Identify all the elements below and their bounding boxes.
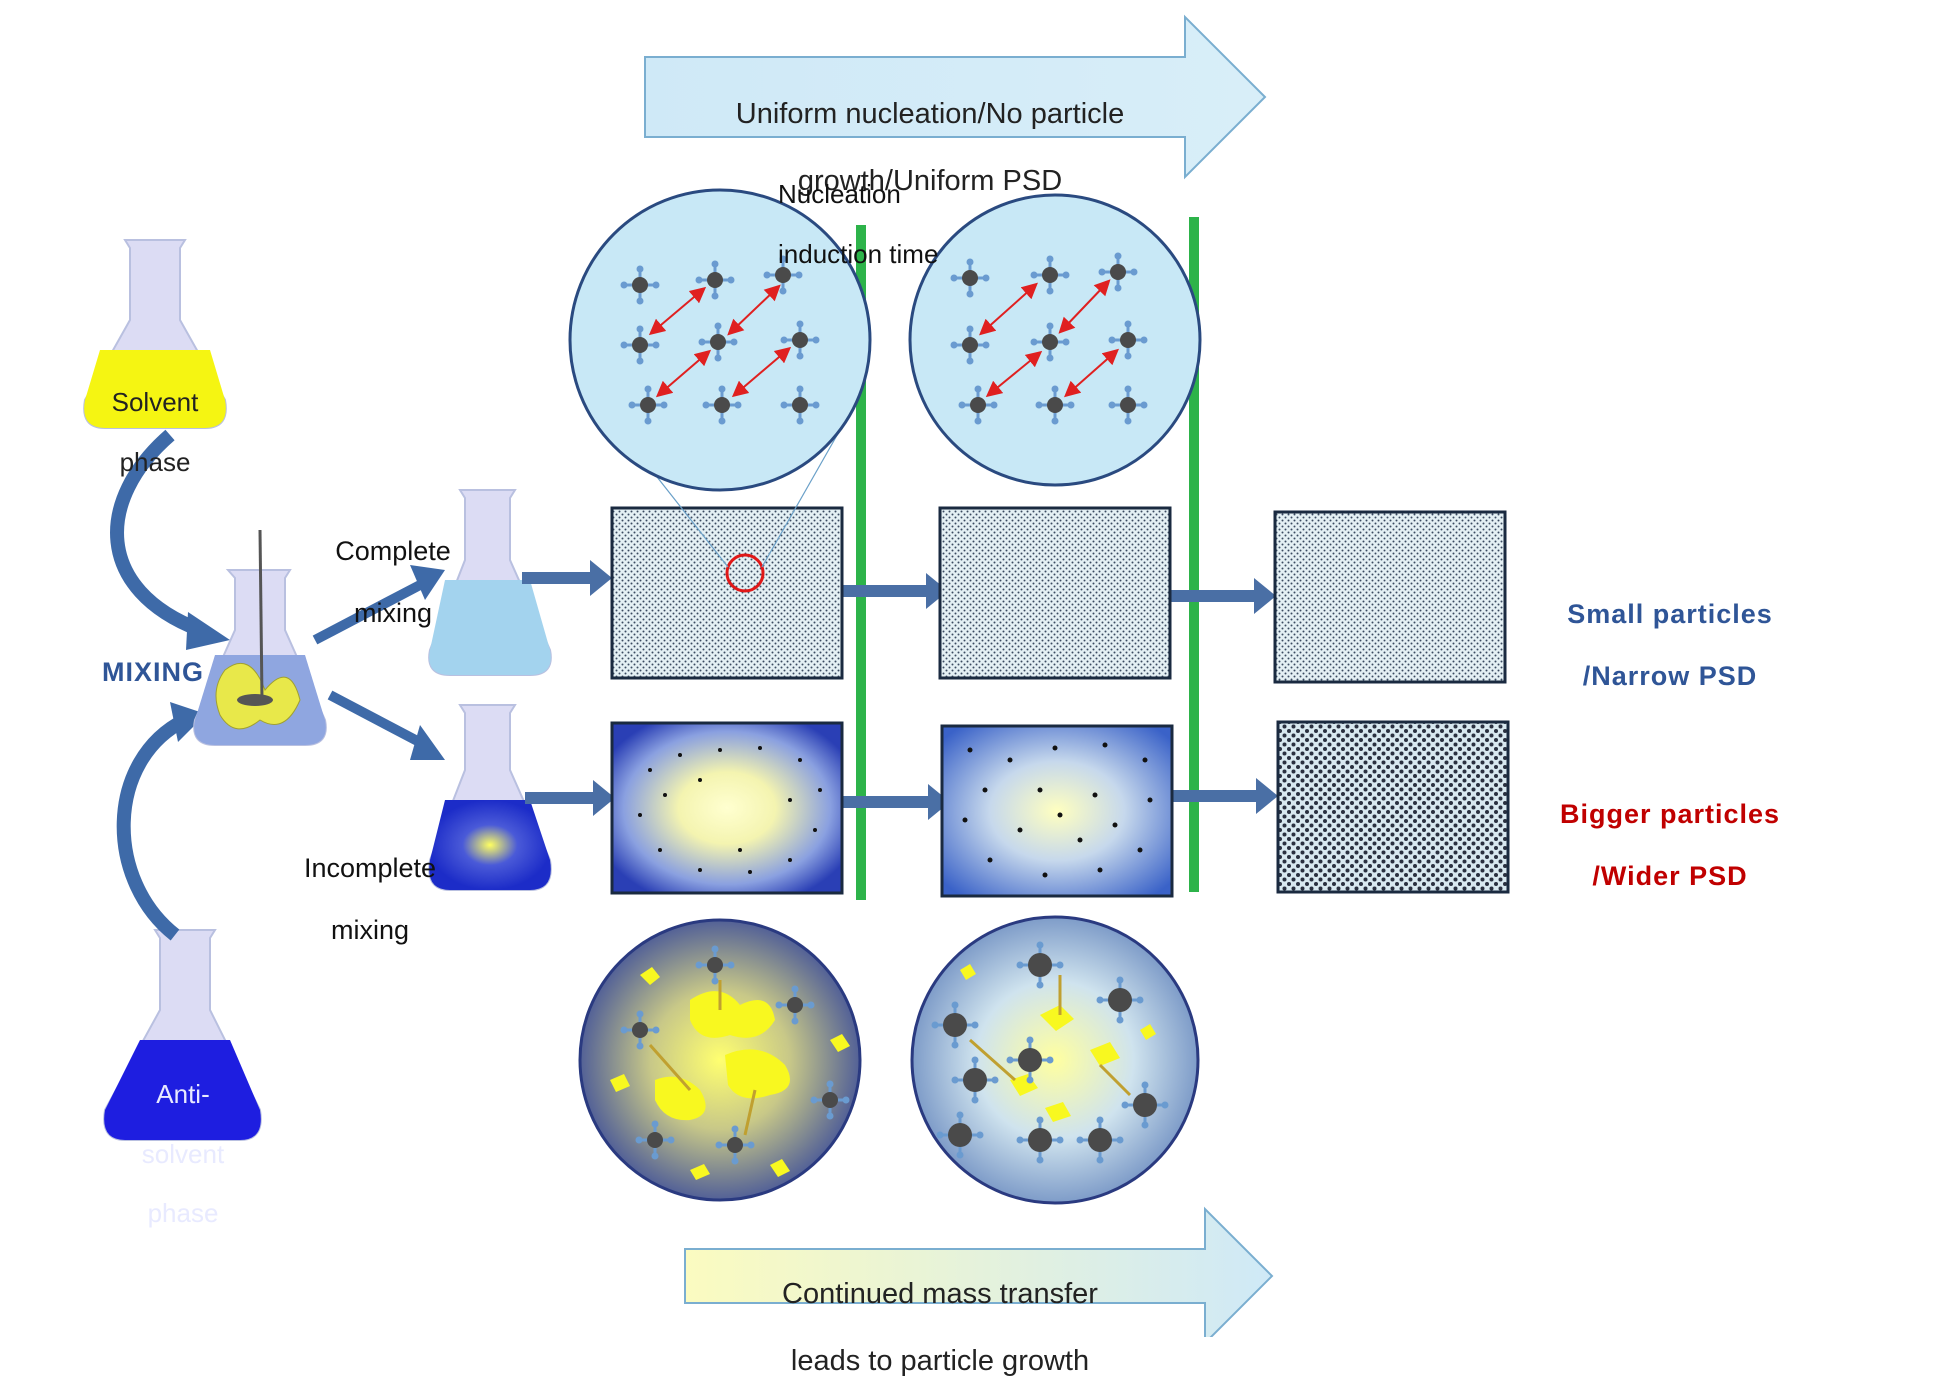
incomplete-line2: mixing: [330, 915, 410, 946]
antisolvent-line1: Anti-: [156, 1078, 210, 1109]
small-line1: Small particles: [1567, 599, 1773, 630]
top-arrow-text: Uniform nucleation/No particle growth/Un…: [690, 65, 1170, 198]
solvent-line2: phase: [119, 446, 191, 477]
bigger-line1: Bigger particles: [1559, 799, 1781, 830]
nucleation-induction-label: Nucleation induction time: [778, 150, 958, 270]
incomplete-mixing-label: Incomplete mixing: [290, 822, 450, 946]
diagram-canvas: [83, 14, 1510, 1337]
row-arrows-bottom: [525, 778, 1278, 820]
antisolvent-flask-label: Anti- solvent phase: [118, 1050, 248, 1229]
arrow-to-incomplete: [327, 690, 428, 750]
solvent-flask: [83, 239, 227, 429]
bottom-arrow-line2: leads to particle growth: [790, 1345, 1090, 1378]
small-particles-outcome: Small particles /Narrow PSD: [1530, 568, 1810, 692]
mixing-label: MIXING: [101, 657, 204, 687]
bottom-arrow-text: Continued mass transfer leads to particl…: [730, 1245, 1150, 1378]
bigger-line2: /Wider PSD: [1592, 861, 1748, 892]
nucleation-line1: Nucleation: [778, 178, 901, 209]
growth-circle-1: [578, 918, 862, 1202]
complete-line1: Complete: [335, 536, 451, 567]
bottom-arrow-line1: Continued mass transfer: [782, 1278, 1098, 1311]
nonuniform-box-1: [610, 721, 844, 895]
complete-mixing-flask: [428, 489, 552, 676]
small-line2: /Narrow PSD: [1582, 661, 1758, 692]
nonuniform-box-2: [940, 724, 1174, 898]
complete-mixing-label: Complete mixing: [318, 505, 468, 629]
growth-circle-2: [910, 915, 1200, 1205]
top-arrow-line2: growth/Uniform PSD: [797, 165, 1063, 198]
zoom-region-circle: [725, 553, 765, 593]
curve-arrow-solvent: [110, 429, 203, 637]
uniform-box-1: [610, 506, 844, 680]
solvent-flask-label: Solvent phase: [90, 358, 220, 478]
bigger-particles-outcome: Bigger particles /Wider PSD: [1530, 768, 1810, 892]
incomplete-line1: Incomplete: [303, 853, 437, 884]
antisolvent-line2: solvent: [141, 1138, 225, 1169]
incomplete-mixing-flask: [428, 704, 552, 891]
curve-arrow-antisolvent: [116, 713, 189, 941]
arrow-to-complete: [312, 580, 423, 645]
nonuniform-box-3: [1276, 720, 1510, 894]
uniform-box-2: [938, 506, 1172, 680]
mixing-flask: [193, 529, 327, 746]
bottom-process-arrow: [684, 1206, 1274, 1337]
complete-line2: mixing: [353, 598, 433, 629]
antisolvent-flask: [103, 929, 262, 1141]
curve-arrowhead-antisolvent: [170, 702, 206, 742]
zoom-circle-1: [568, 188, 872, 492]
curve-arrowhead-solvent: [186, 612, 230, 650]
induction-line-1: [856, 225, 866, 900]
uniform-box-3: [1273, 510, 1507, 684]
scattered-nuclei-2: [962, 742, 1153, 878]
nucleation-line2: induction time: [778, 238, 939, 269]
antisolvent-line3: phase: [147, 1198, 219, 1229]
zoom-circle-2: [908, 193, 1202, 487]
top-arrow-line1: Uniform nucleation/No particle: [735, 98, 1125, 131]
top-process-arrow: [644, 14, 1267, 180]
induction-line-2: [1189, 217, 1199, 892]
row-arrows-top: [522, 560, 1276, 614]
solvent-line1: Solvent: [111, 386, 199, 417]
scattered-nuclei-1: [638, 746, 822, 874]
